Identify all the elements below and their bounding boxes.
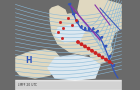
Polygon shape [68, 3, 71, 5]
Polygon shape [14, 50, 60, 78]
Polygon shape [48, 55, 100, 80]
Polygon shape [96, 30, 98, 32]
Polygon shape [108, 55, 111, 57]
Polygon shape [80, 25, 82, 28]
Polygon shape [50, 6, 68, 24]
Polygon shape [72, 13, 75, 15]
Circle shape [84, 45, 86, 48]
Polygon shape [78, 0, 122, 35]
Polygon shape [85, 27, 86, 30]
Polygon shape [112, 65, 115, 66]
Polygon shape [100, 36, 103, 38]
Circle shape [91, 50, 93, 52]
Bar [0, 0, 14, 90]
Text: H: H [25, 56, 31, 65]
Polygon shape [55, 24, 85, 42]
Circle shape [94, 52, 97, 54]
Polygon shape [88, 30, 112, 65]
Circle shape [98, 54, 100, 56]
Circle shape [108, 61, 111, 63]
Circle shape [101, 56, 104, 59]
Text: LMFF 20 UTC: LMFF 20 UTC [18, 83, 37, 87]
Circle shape [77, 41, 79, 43]
Circle shape [105, 58, 107, 61]
Polygon shape [76, 21, 79, 23]
Bar [122, 0, 140, 90]
Polygon shape [89, 28, 90, 31]
Polygon shape [92, 28, 94, 30]
Polygon shape [50, 14, 115, 55]
Bar [14, 80, 122, 90]
Circle shape [80, 43, 83, 45]
Circle shape [87, 47, 90, 50]
Polygon shape [104, 45, 107, 47]
